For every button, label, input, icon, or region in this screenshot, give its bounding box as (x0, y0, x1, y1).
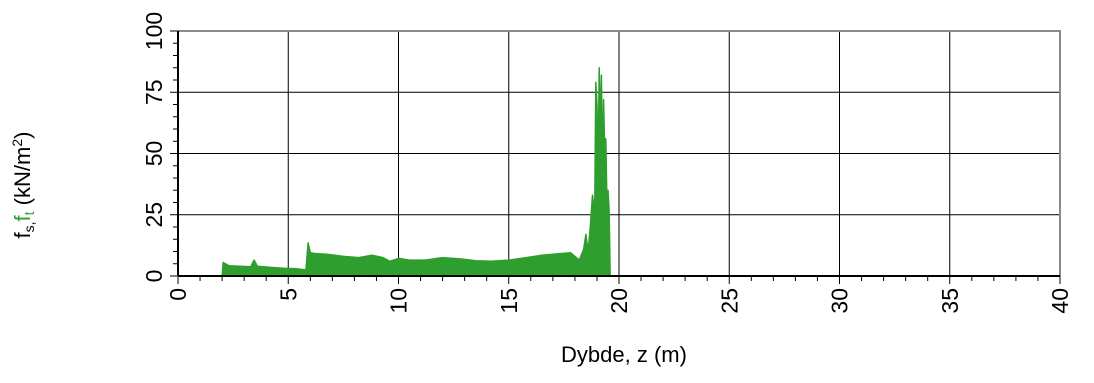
x-tick-label: 5 (275, 288, 301, 301)
y-title-part: f (10, 231, 35, 238)
y-title-part: s, (21, 221, 37, 232)
series-layer (221, 67, 611, 277)
x-tick-label: 30 (827, 288, 853, 314)
y-tick-label: 75 (141, 79, 167, 105)
x-tick-labels: 0 5 10 15 20 25 30 35 40 (165, 288, 1073, 314)
y-title-part: ) (10, 132, 35, 139)
y-axis-title: fs,ft (kN/m2) (9, 132, 37, 239)
y-tick-label: 0 (141, 270, 167, 283)
y-tick-label: 50 (141, 141, 167, 167)
y-title-part: t (21, 211, 37, 215)
y-tick-label: 25 (141, 202, 167, 228)
grid-lines (178, 31, 1060, 276)
y-tick-label: 100 (141, 12, 167, 50)
x-tick-label: 20 (606, 288, 632, 314)
x-axis-title: Dybde, z (m) (561, 342, 687, 367)
series-area-0 (221, 67, 611, 277)
x-tick-label: 25 (716, 288, 742, 314)
x-tick-label: 40 (1047, 288, 1073, 314)
y-tick-labels: 0 25 50 75 100 (141, 12, 167, 283)
x-tick-label: 0 (165, 288, 191, 301)
y-title-part: (kN/m (10, 147, 35, 212)
y-title-part: f (10, 214, 35, 221)
x-tick-label: 10 (386, 288, 412, 314)
x-tick-label: 35 (937, 288, 963, 314)
minor-ticks (170, 30, 1061, 284)
y-title-part: 2 (9, 139, 25, 147)
x-tick-label: 15 (496, 288, 522, 314)
